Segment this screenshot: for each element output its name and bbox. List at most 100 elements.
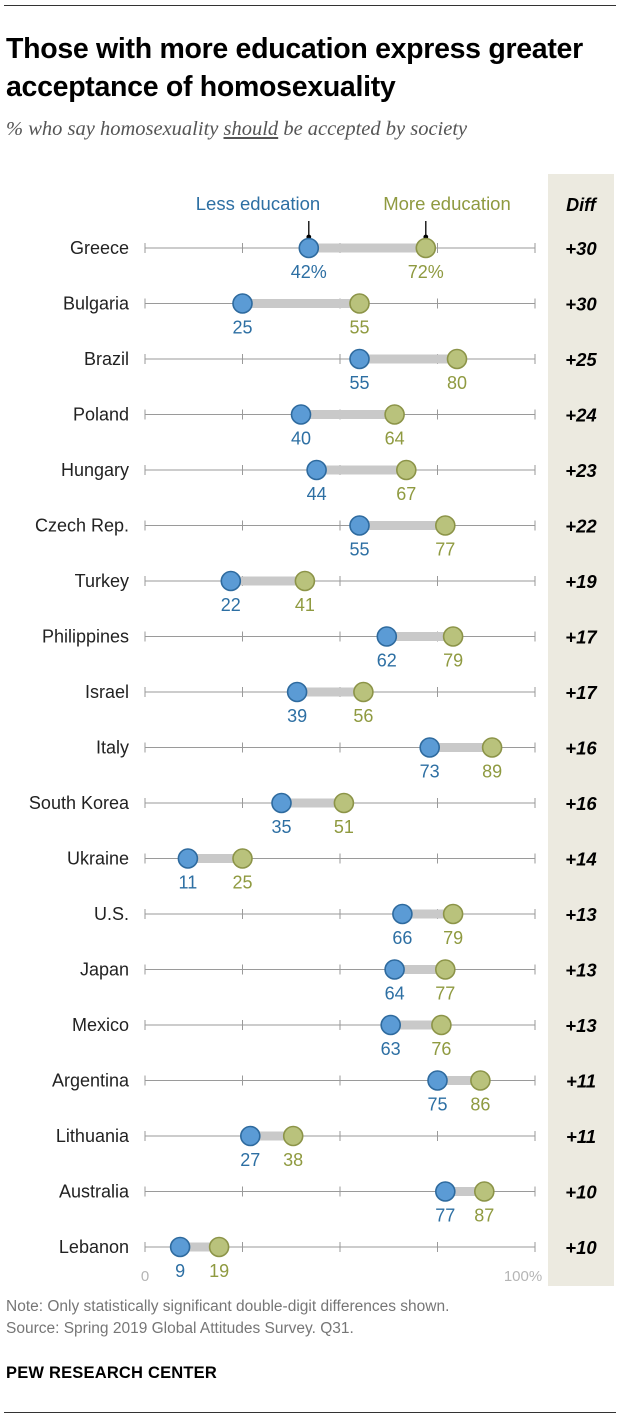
more-education-dot xyxy=(282,1125,304,1147)
less-education-dot xyxy=(290,404,312,425)
less-education-dot xyxy=(419,737,441,758)
less-education-value: 75 xyxy=(427,1095,447,1115)
more-education-value: 77 xyxy=(435,984,455,1004)
diff-value: +13 xyxy=(565,960,597,981)
less-education-dot xyxy=(306,459,327,481)
less-education-value: 64 xyxy=(385,984,405,1004)
note-text: Note: Only statistically significant dou… xyxy=(6,1298,450,1315)
less-education-value: 55 xyxy=(349,540,369,560)
country-label: Israel xyxy=(85,682,129,702)
diff-value: +13 xyxy=(565,904,597,925)
diff-value: +22 xyxy=(565,516,597,537)
legend-more-education: More education xyxy=(383,193,511,214)
less-education-value: 73 xyxy=(420,762,440,782)
country-label: Japan xyxy=(80,960,129,980)
less-education-dot xyxy=(349,348,370,370)
diff-value: +16 xyxy=(565,738,597,759)
less-education-value: 9 xyxy=(175,1261,185,1281)
less-education-dot xyxy=(434,1181,456,1202)
country-label: Mexico xyxy=(72,1015,129,1035)
country-label: Brazil xyxy=(84,349,129,369)
diff-panel xyxy=(548,174,614,1286)
more-education-value: 55 xyxy=(349,318,369,338)
more-education-dot xyxy=(442,903,464,925)
dumbbell-chart: Diff Less education More education Greece 42… xyxy=(29,174,614,1286)
country-label: Lebanon xyxy=(59,1237,129,1257)
less-education-dot xyxy=(380,1014,402,1036)
more-education-value: 87 xyxy=(474,1206,494,1226)
less-education-dot xyxy=(376,626,398,647)
less-education-value: 55 xyxy=(349,373,369,393)
less-education-value: 62 xyxy=(377,651,397,671)
subtitle-underlined-word: should xyxy=(223,118,279,140)
country-label: U.S. xyxy=(94,904,129,924)
diff-header: Diff xyxy=(566,195,598,215)
more-education-value: 86 xyxy=(470,1095,490,1115)
more-education-dot xyxy=(446,348,468,370)
more-education-value: 79 xyxy=(443,651,463,671)
more-education-value: 79 xyxy=(443,928,463,948)
less-education-value: 11 xyxy=(179,873,198,893)
more-education-value: 41 xyxy=(295,595,315,615)
bottom-rule xyxy=(4,1412,616,1413)
diff-value: +30 xyxy=(565,294,597,315)
country-label: Greece xyxy=(70,238,129,258)
diff-value: +17 xyxy=(565,627,598,648)
diff-value: +13 xyxy=(565,1015,597,1036)
more-education-value: 80 xyxy=(447,373,467,393)
more-education-value: 67 xyxy=(396,484,416,504)
diff-value: +11 xyxy=(566,1071,596,1092)
country-label: Argentina xyxy=(52,1071,130,1091)
more-education-dot xyxy=(481,737,503,758)
diff-value: +10 xyxy=(565,1237,597,1258)
country-label: Lithuania xyxy=(56,1126,130,1146)
country-label: Philippines xyxy=(42,627,129,647)
less-education-dot xyxy=(169,1236,191,1258)
country-label: Bulgaria xyxy=(63,294,130,314)
less-education-value: 27 xyxy=(240,1150,260,1170)
more-education-value: 25 xyxy=(232,873,252,893)
diff-value: +11 xyxy=(566,1126,596,1147)
less-education-value: 42% xyxy=(291,262,327,282)
more-education-dot xyxy=(333,792,355,814)
less-education-dot xyxy=(392,903,413,925)
diff-value: +24 xyxy=(565,405,596,426)
less-education-value: 66 xyxy=(392,928,412,948)
top-rule xyxy=(4,5,616,6)
axis-label-min: 0 xyxy=(141,1268,149,1285)
more-education-dot xyxy=(434,959,456,980)
less-education-dot xyxy=(177,848,199,869)
diff-value: +17 xyxy=(565,682,598,703)
more-education-value: 64 xyxy=(385,429,405,449)
more-education-value: 89 xyxy=(482,762,502,782)
legend-less-education: Less education xyxy=(196,193,320,214)
less-education-value: 39 xyxy=(287,706,307,726)
diff-value: +25 xyxy=(565,349,597,370)
less-education-dot xyxy=(240,1125,261,1147)
more-education-dot xyxy=(384,404,405,425)
more-education-dot xyxy=(415,237,437,259)
country-label: Italy xyxy=(96,738,129,758)
more-education-dot xyxy=(208,1236,230,1258)
less-education-dot xyxy=(427,1070,448,1091)
diff-value: +16 xyxy=(565,793,597,814)
less-education-dot xyxy=(298,237,320,259)
less-education-dot xyxy=(232,293,253,314)
less-education-value: 22 xyxy=(221,595,241,615)
country-label: Czech Rep. xyxy=(35,516,129,536)
footnotes: Note: Only statistically significant dou… xyxy=(6,1296,449,1340)
less-education-dot xyxy=(220,570,242,592)
more-education-dot xyxy=(353,681,374,703)
more-education-dot xyxy=(442,626,464,647)
country-label: Hungary xyxy=(61,460,129,480)
more-education-value: 76 xyxy=(431,1039,451,1059)
more-education-value: 51 xyxy=(334,817,354,837)
diff-value: +23 xyxy=(565,460,597,481)
less-education-value: 77 xyxy=(435,1206,455,1226)
diff-value: +14 xyxy=(565,849,596,870)
more-education-dot xyxy=(232,848,253,869)
country-label: Ukraine xyxy=(67,849,129,869)
less-education-value: 44 xyxy=(307,484,327,504)
source-text: Source: Spring 2019 Global Attitudes Sur… xyxy=(6,1320,354,1337)
more-education-dot xyxy=(470,1070,491,1091)
